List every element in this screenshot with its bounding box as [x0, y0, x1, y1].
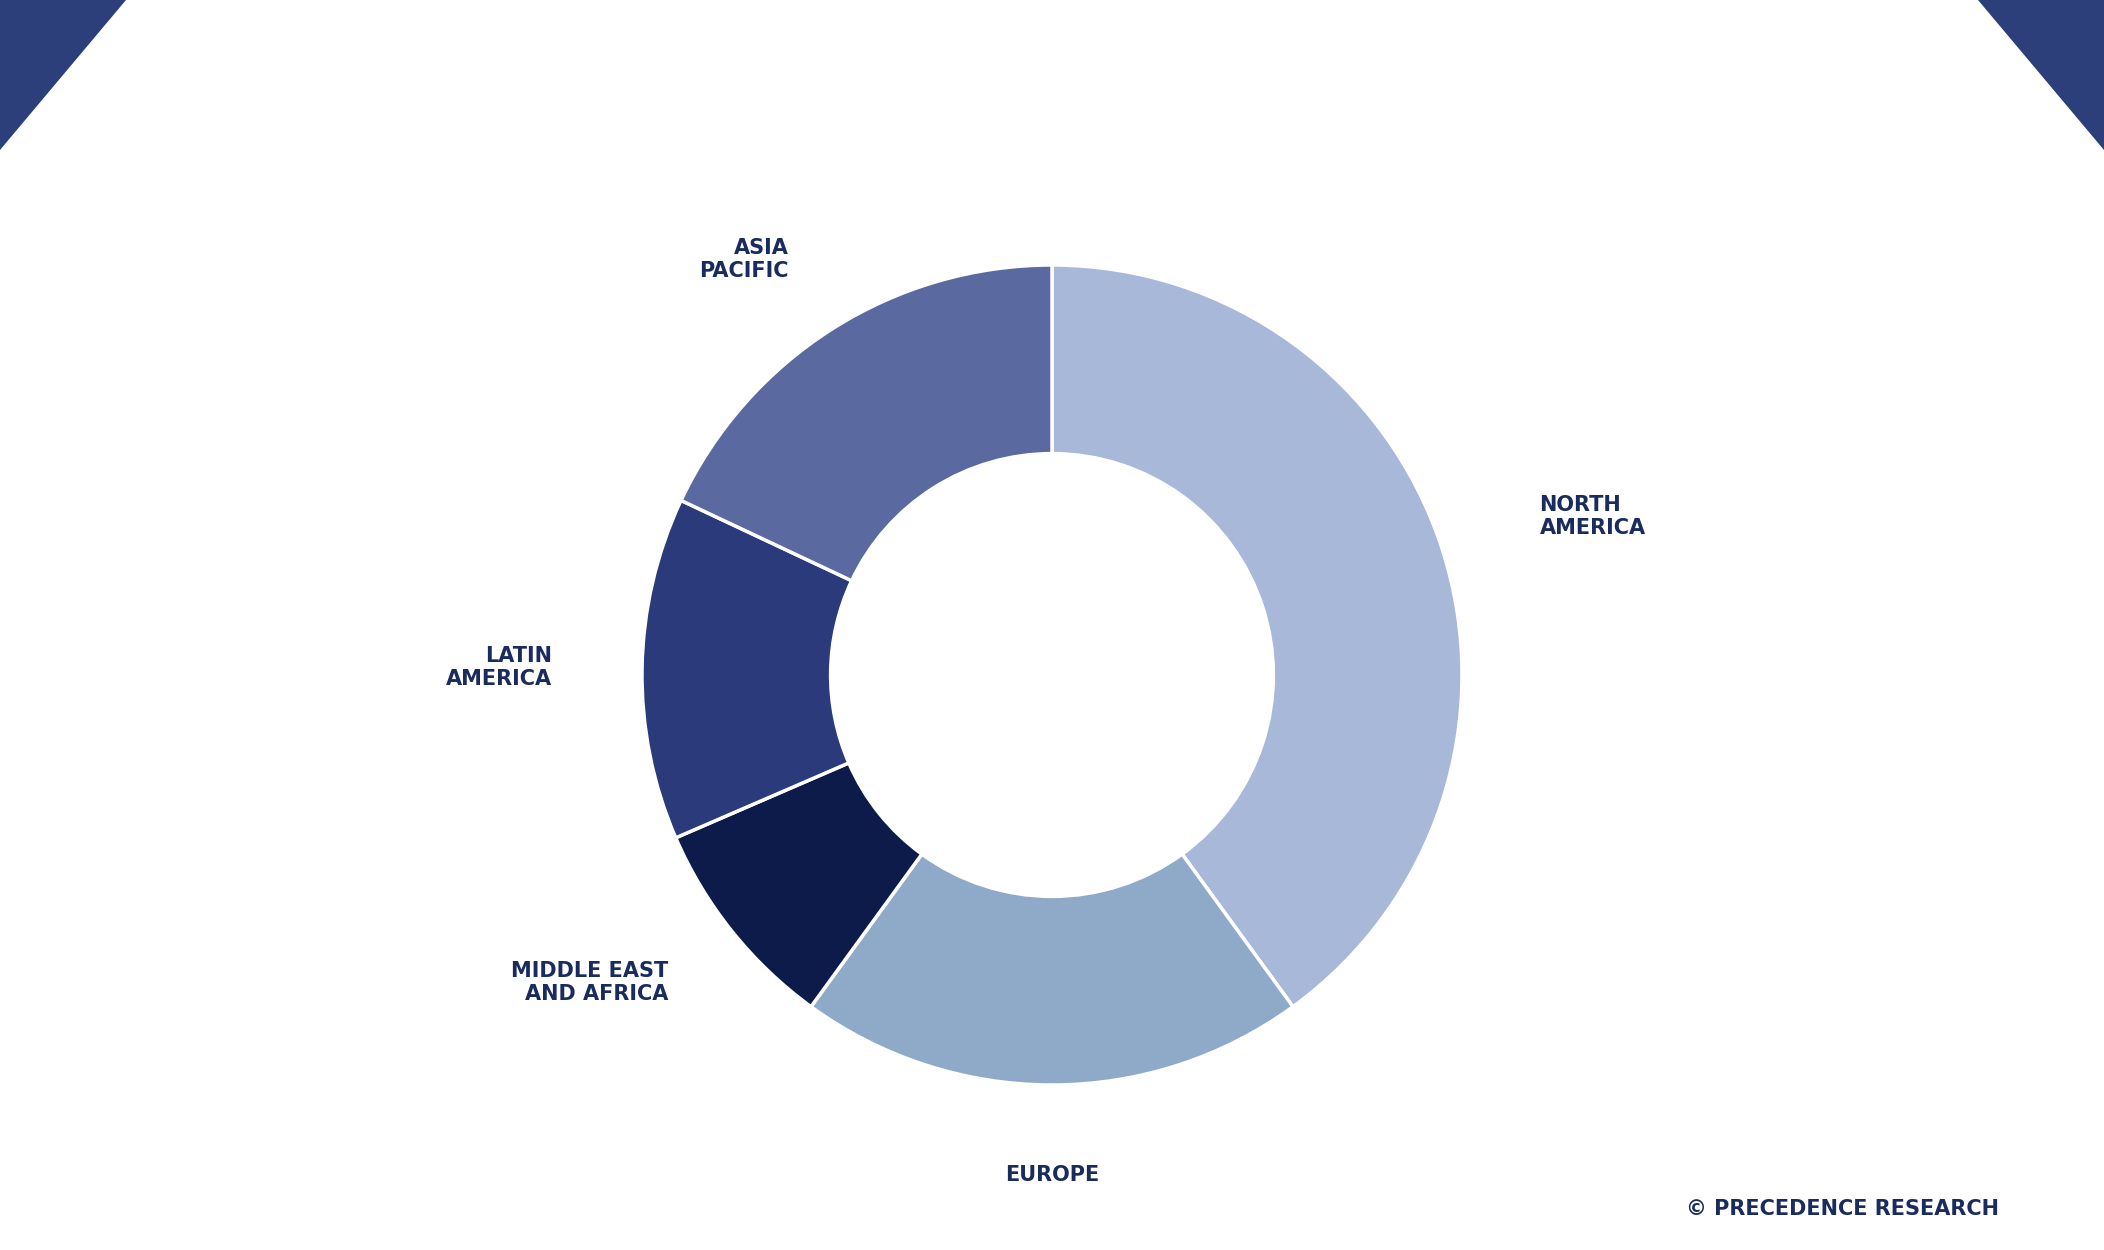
Wedge shape [810, 854, 1294, 1085]
Text: © PRECEDENCE RESEARCH: © PRECEDENCE RESEARCH [1685, 1199, 1999, 1219]
Text: EUROPE: EUROPE [1006, 1165, 1098, 1185]
Text: LATIN
AMERICA: LATIN AMERICA [446, 645, 551, 689]
Text: ASIA
PACIFIC: ASIA PACIFIC [699, 238, 789, 281]
Polygon shape [1978, 0, 2104, 150]
Polygon shape [0, 0, 126, 150]
Wedge shape [675, 762, 922, 1006]
Text: NORTH
AMERICA: NORTH AMERICA [1540, 495, 1645, 539]
Wedge shape [642, 500, 852, 838]
Text: MIDDLE EAST
AND AFRICA: MIDDLE EAST AND AFRICA [511, 961, 669, 1004]
Text: MEDICAL DEVICE CONTRACT MANUFACTURING MARKETA SHARE, BY REGION, 2020 (%): MEDICAL DEVICE CONTRACT MANUFACTURING MA… [328, 66, 1776, 99]
Wedge shape [682, 265, 1052, 581]
Wedge shape [1052, 265, 1462, 1006]
